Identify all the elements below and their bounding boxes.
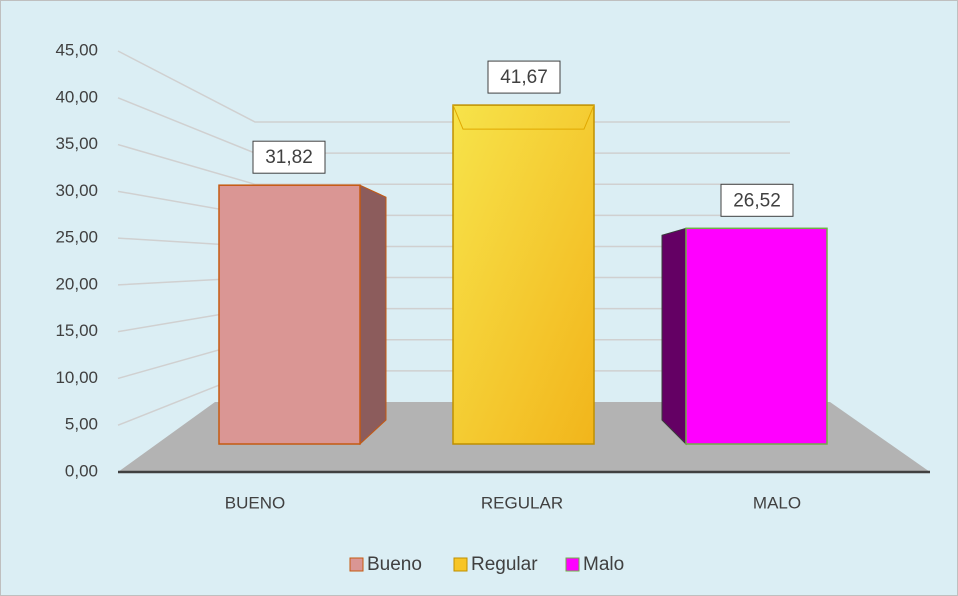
y-tick-label: 40,00 [55,87,98,106]
bar [685,227,828,445]
data-label: 41,67 [500,67,548,88]
legend-swatch [349,557,364,572]
data-label: 26,52 [733,190,781,211]
grid-line [117,50,790,123]
y-tick-label: 30,00 [55,181,98,200]
legend-label: Bueno [367,554,422,575]
legend-swatch [453,557,468,572]
y-tick-label: 0,00 [65,461,98,480]
data-label-box [487,60,561,94]
y-tick-label: 20,00 [55,274,98,293]
y-tick-label: 35,00 [55,134,98,153]
y-tick-label: 15,00 [55,321,98,340]
bar [452,104,595,445]
x-tick-label: BUENO [225,493,285,512]
legend-swatch [565,557,580,572]
bar-bevel [452,104,595,130]
legend-label: Regular [471,554,538,575]
x-tick-label: MALO [753,493,801,512]
data-label-box [720,183,794,217]
legend-label: Malo [583,554,624,575]
bar [218,184,361,445]
bar-side [661,227,687,446]
x-tick-label: REGULAR [481,493,563,512]
bar-side [359,184,387,446]
data-label: 31,82 [265,147,313,168]
y-tick-label: 25,00 [55,228,98,247]
grid-line [117,143,790,185]
data-label-box [252,140,326,174]
y-tick-label: 45,00 [55,40,98,59]
y-tick-label: 5,00 [65,415,98,434]
y-tick-label: 10,00 [55,368,98,387]
